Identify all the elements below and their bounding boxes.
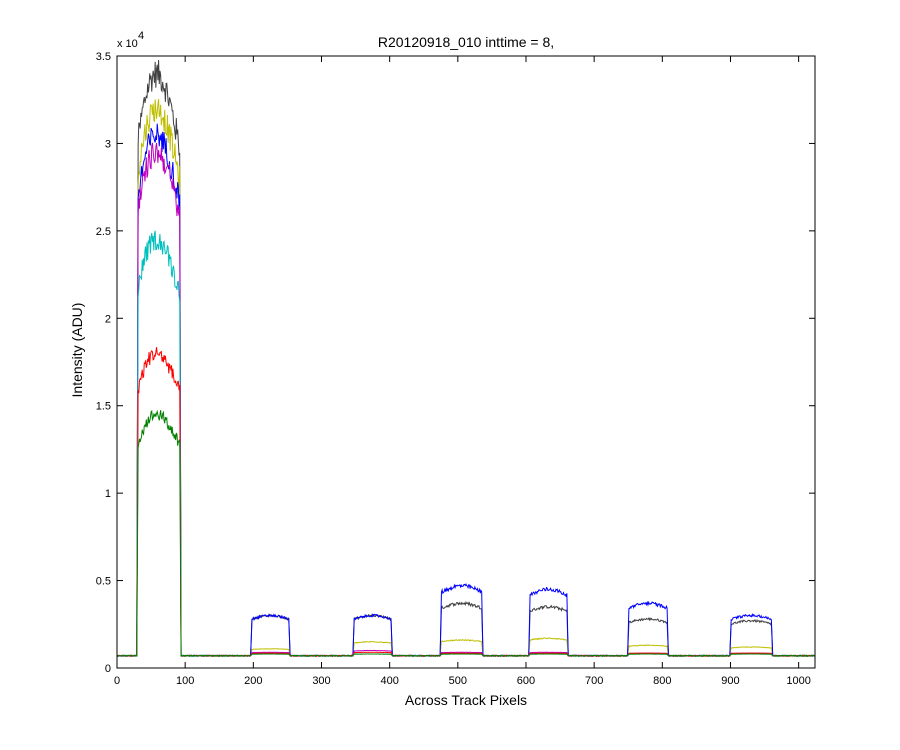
- axes-layer: 0 100 200 300 400 500 600 700 800 900 1000 0 0.5 1 1.5…: [96, 51, 816, 687]
- x-tick-label: 1000: [786, 675, 810, 687]
- y-axis-multiplier-exponent: 4: [138, 30, 144, 42]
- chart-title: R20120918_010 inttime = 8,: [378, 34, 554, 50]
- y-tick-label: 0: [105, 663, 111, 675]
- x-tick-label: 100: [176, 675, 194, 687]
- series-layer: [116, 59, 816, 658]
- x-tick-label: 900: [721, 675, 739, 687]
- x-tick-label: 200: [244, 675, 262, 687]
- x-tick-label: 600: [517, 675, 535, 687]
- series-line-7: [116, 409, 816, 658]
- y-tick-label: 1.5: [96, 401, 111, 413]
- y-tick-label: 1: [105, 488, 111, 500]
- y-tick-label: 3: [105, 138, 111, 150]
- y-tick-label: 2: [105, 313, 111, 325]
- y-tick-label: 2.5: [96, 226, 111, 238]
- plot-area: [117, 56, 815, 668]
- axes-box: [116, 55, 816, 669]
- y-axis-multiplier: x 10: [117, 38, 138, 50]
- x-tick-label: 400: [380, 675, 398, 687]
- x-tick-label: 300: [312, 675, 330, 687]
- x-tick-label: 0: [114, 675, 120, 687]
- x-tick-label: 800: [653, 675, 671, 687]
- y-tick-label: 3.5: [96, 51, 111, 63]
- x-tick-label: 500: [449, 675, 467, 687]
- y-axis-label: Intensity (ADU): [69, 303, 85, 398]
- y-tick-label: 0.5: [96, 576, 111, 588]
- x-tick-label: 700: [585, 675, 603, 687]
- x-axis-label: Across Track Pixels: [405, 692, 527, 708]
